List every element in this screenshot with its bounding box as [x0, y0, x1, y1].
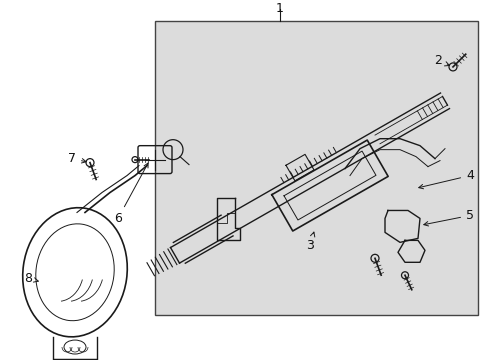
Text: 8: 8	[24, 272, 38, 285]
Text: 7: 7	[68, 152, 86, 165]
Text: 1: 1	[276, 1, 284, 15]
Text: 3: 3	[305, 232, 314, 252]
Text: 6: 6	[114, 163, 148, 225]
Text: 2: 2	[433, 54, 448, 67]
Text: 5: 5	[423, 209, 473, 226]
Text: 4: 4	[418, 169, 473, 189]
Bar	[155, 21, 477, 315]
